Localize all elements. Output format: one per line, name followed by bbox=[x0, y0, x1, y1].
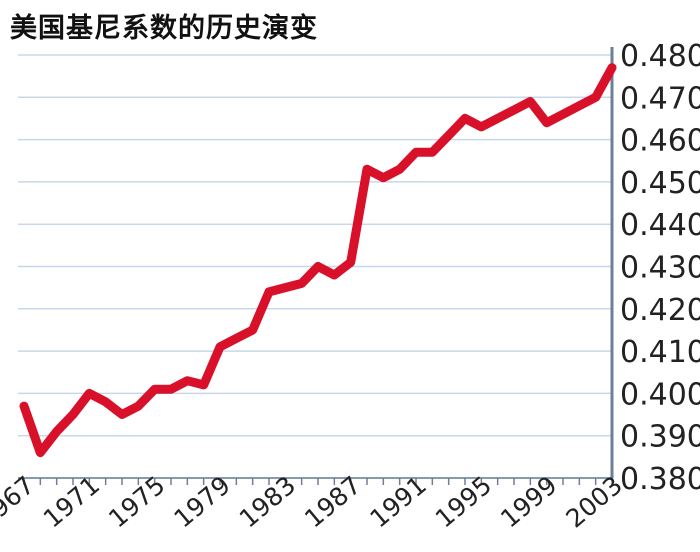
y-tick-label: 0.470 bbox=[620, 81, 700, 116]
y-tick-label: 0.380 bbox=[620, 462, 700, 497]
y-tick-label: 0.390 bbox=[620, 420, 700, 455]
y-tick-label: 0.430 bbox=[620, 251, 700, 286]
x-tick-label: 1987 bbox=[299, 470, 366, 533]
chart-title: 美国基尼系数的历史演变 bbox=[10, 13, 318, 44]
x-tick-label: 1979 bbox=[168, 470, 235, 533]
y-tick-label: 0.400 bbox=[620, 377, 700, 412]
x-tick-label: 1995 bbox=[430, 470, 497, 533]
y-tick-label: 0.420 bbox=[620, 293, 700, 328]
x-tick-label: 1999 bbox=[495, 470, 562, 533]
x-tick-label: 2003 bbox=[560, 470, 627, 533]
x-tick-label: 1975 bbox=[103, 470, 170, 533]
series-group bbox=[19, 63, 617, 458]
x-tick-label: 1967 bbox=[0, 470, 40, 533]
y-tick-label: 0.460 bbox=[620, 124, 700, 159]
y-tick-label: 0.440 bbox=[620, 208, 700, 243]
y-tick-label: 0.480 bbox=[620, 39, 700, 74]
x-tick-label: 1971 bbox=[38, 470, 105, 533]
y-tick-label: 0.450 bbox=[620, 166, 700, 201]
y-axis-labels: 0.480 0.470 0.460 0.450 0.440 0.430 0.420 0.410… bbox=[620, 39, 700, 497]
x-tick-label: 1983 bbox=[234, 470, 301, 533]
x-axis-ticks bbox=[23, 478, 613, 485]
x-tick-label: 1991 bbox=[364, 470, 431, 533]
series-line bbox=[19, 63, 617, 458]
y-tick-label: 0.410 bbox=[620, 335, 700, 370]
